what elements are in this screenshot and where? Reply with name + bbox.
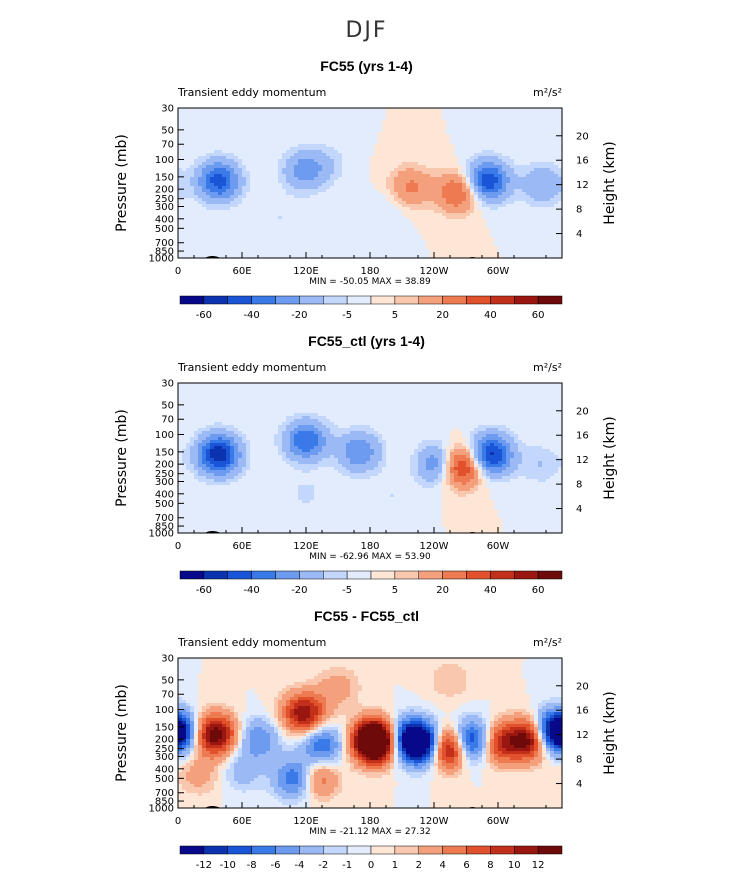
colorbar-swatch: [347, 296, 371, 304]
contour-field: [178, 383, 563, 534]
colorbar-label: 40: [484, 310, 497, 321]
height-tick-label: 4: [576, 229, 582, 240]
colorbar-swatch: [538, 296, 562, 304]
y-tick-label: 50: [161, 125, 174, 136]
colorbar-swatch: [204, 296, 228, 304]
colorbar-swatch: [252, 296, 276, 304]
colorbar-swatch: [467, 296, 491, 304]
main-title: DJF: [0, 18, 733, 43]
colorbar-swatch: [180, 296, 204, 304]
colorbar-label: -20: [291, 310, 307, 321]
colorbar-label: -5: [342, 310, 352, 321]
plot-subtitle: Transient eddy momentum: [177, 86, 326, 99]
x-tick-label: 0: [175, 266, 181, 277]
min-max-text: MIN = -50.05 MAX = 38.89: [309, 277, 431, 287]
colorbar: -60 -40 -20 -5 5 20 40 60: [180, 296, 562, 321]
colorbar-swatch: [299, 296, 323, 304]
y-tick-label: 1000: [149, 254, 174, 265]
y-tick-label: 100: [155, 155, 174, 166]
colorbar-label: 20: [436, 310, 449, 321]
colorbar-label: -40: [243, 310, 259, 321]
plot-units: m²/s²: [533, 86, 562, 99]
y-tick-label: 70: [161, 140, 174, 151]
colorbar-swatch: [395, 296, 419, 304]
colorbar-label: 60: [532, 310, 545, 321]
colorbar-label: -60: [196, 310, 212, 321]
colorbar-swatch: [490, 296, 514, 304]
plot-units: m²/s²: [533, 361, 562, 374]
y-tick-label: 30: [161, 104, 174, 115]
contour-field: [178, 108, 563, 259]
colorbar-swatch: [323, 296, 347, 304]
y-tick-label: 150: [155, 172, 174, 183]
height-tick-label: 12: [576, 180, 589, 191]
colorbar-swatch: [514, 296, 538, 304]
height-tick-label: 16: [576, 156, 589, 167]
x-tick-label: 60E: [232, 266, 251, 277]
colorbar-label: 5: [392, 310, 398, 321]
y-tick-label: 500: [155, 224, 174, 235]
panel-fc55-ctl: FC55_ctl (yrs 1-4) Transient eddy moment…: [0, 333, 733, 603]
colorbar-swatch: [276, 296, 300, 304]
height-tick-label: 8: [576, 205, 582, 216]
x-tick-label: 60W: [487, 266, 510, 277]
x-tick-label: 120W: [420, 266, 449, 277]
x-tick-label: 180: [360, 266, 379, 277]
colorbar-swatch: [419, 296, 443, 304]
y-axis-label-right: Height (km): [602, 141, 618, 224]
colorbar-swatch: [228, 296, 252, 304]
plot-subtitle: Transient eddy momentum: [177, 361, 326, 374]
x-tick-label: 120E: [293, 266, 318, 277]
colorbar-swatch: [443, 296, 467, 304]
y-axis-label: Pressure (mb): [114, 134, 130, 232]
height-tick-label: 20: [576, 131, 589, 142]
colorbar-swatch: [371, 296, 395, 304]
y-tick-label: 300: [155, 202, 174, 213]
